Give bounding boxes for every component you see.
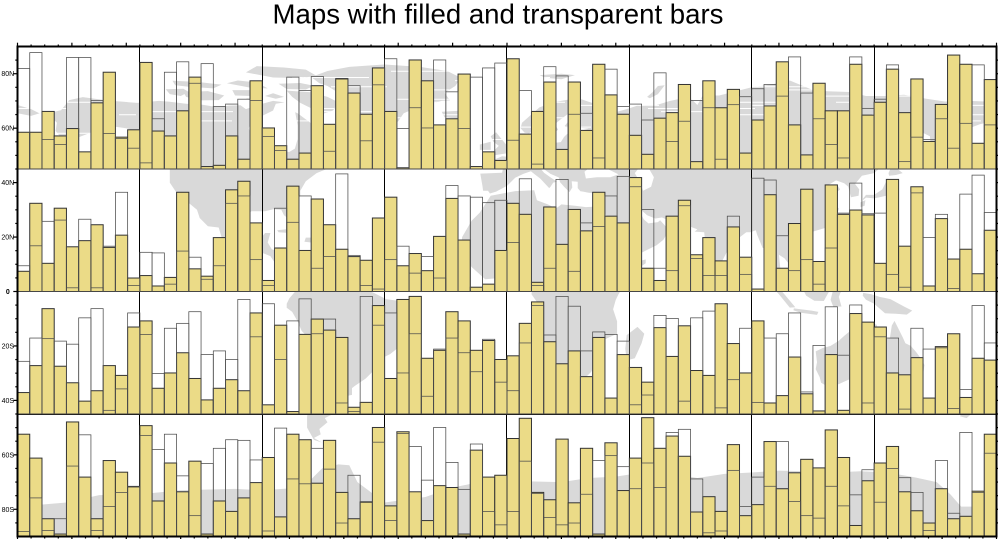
svg-text:80S: 80S (2, 507, 15, 514)
svg-text:60N: 60N (1, 126, 14, 133)
svg-text:Maps with filled and transpare: Maps with filled and transparent bars (273, 0, 724, 30)
svg-text:40N: 40N (1, 180, 14, 187)
svg-text:60S: 60S (2, 452, 15, 459)
svg-text:20N: 20N (1, 235, 14, 242)
svg-text:40S: 40S (2, 398, 15, 405)
svg-text:20S: 20S (2, 343, 15, 350)
svg-text:80N: 80N (1, 71, 14, 78)
svg-text:0: 0 (6, 289, 10, 296)
